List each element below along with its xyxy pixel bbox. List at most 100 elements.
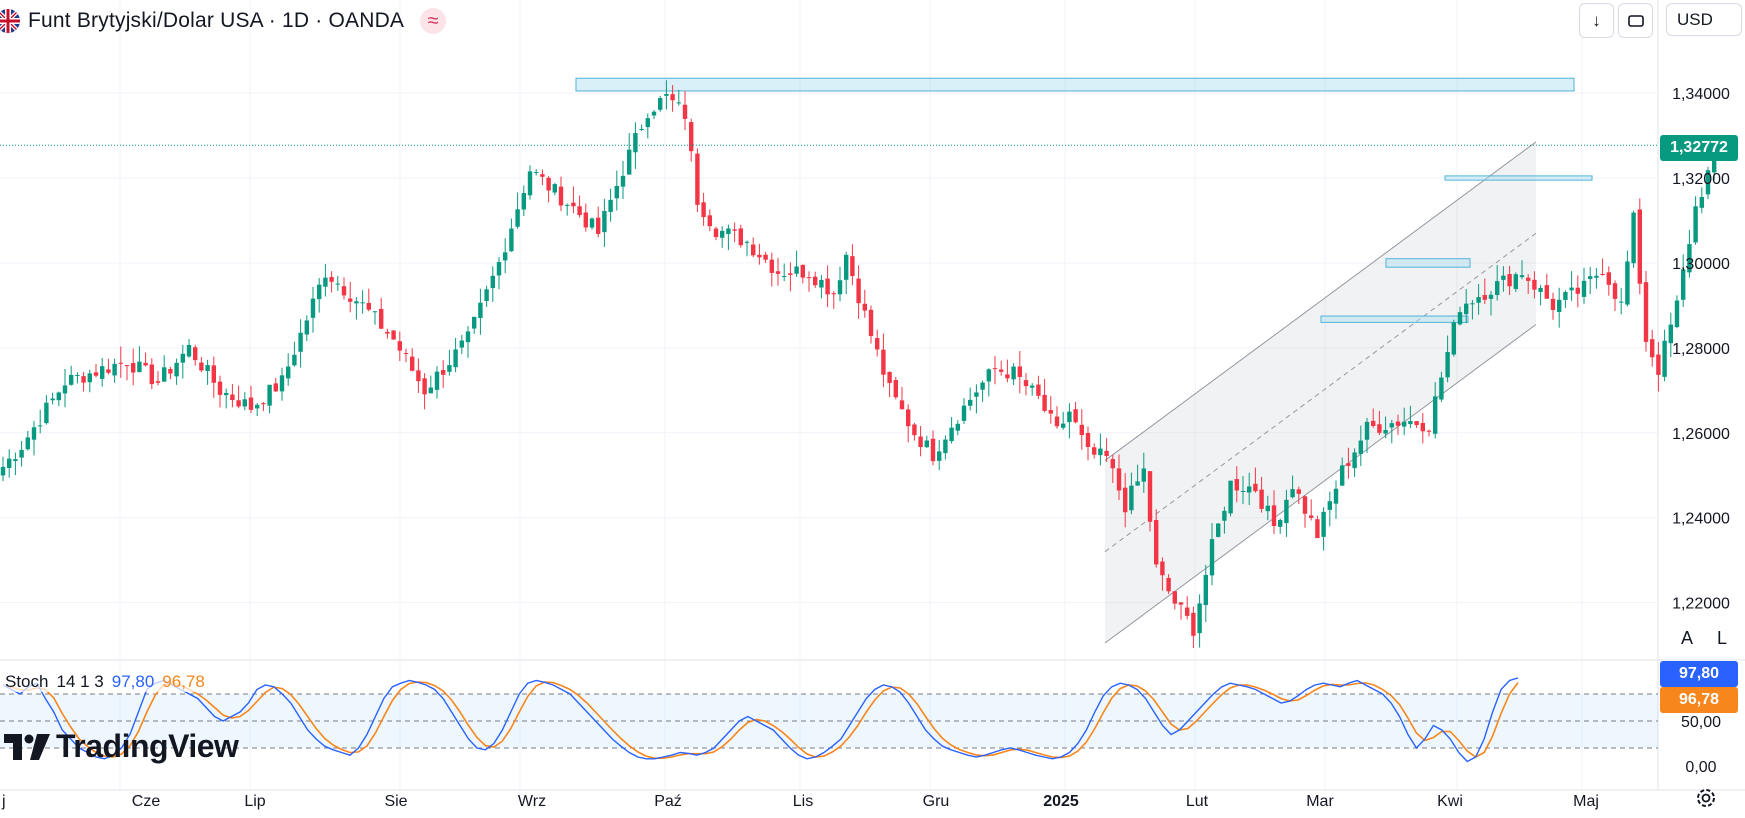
settings-button[interactable] — [1694, 786, 1718, 815]
candle-body — [1346, 463, 1351, 466]
candle-body — [1668, 324, 1673, 344]
fullscreen-button[interactable] — [1618, 3, 1653, 38]
candle-body — [844, 254, 849, 280]
candle-body — [1402, 421, 1407, 427]
candle-body — [137, 361, 142, 373]
gbp-usd-flag-icon — [0, 9, 20, 33]
candle-body — [1371, 420, 1376, 426]
candle-body — [19, 449, 24, 458]
stoch-axis-label: 50,00 — [1681, 714, 1721, 731]
candle-body — [1538, 287, 1543, 292]
candle-body — [912, 424, 917, 436]
stoch-k-line — [2, 677, 1519, 763]
candle-body — [534, 172, 539, 174]
time-axis-label: Paź — [654, 793, 682, 810]
candle-body — [1061, 423, 1066, 428]
candle-body — [1681, 269, 1686, 300]
candle-body — [707, 215, 712, 227]
candle-body — [230, 394, 235, 401]
candle-body — [1600, 274, 1605, 276]
candle-body — [1247, 486, 1252, 493]
candle-body — [856, 278, 861, 304]
candle-body — [286, 366, 291, 379]
candle-body — [1544, 285, 1549, 299]
candle-body — [360, 302, 365, 304]
stoch-params: 14 1 3 — [56, 672, 104, 691]
candle-body — [868, 309, 874, 336]
candle-body — [806, 277, 812, 279]
candle-body — [1476, 297, 1481, 303]
auto-scale-button[interactable]: A — [1673, 624, 1701, 652]
candle-body — [1507, 273, 1512, 287]
gear-icon — [1697, 789, 1715, 807]
candle-body — [546, 177, 551, 191]
candle-body — [589, 218, 595, 228]
candle-body — [453, 349, 458, 368]
candle-body — [689, 122, 694, 152]
currency-selector[interactable]: USD — [1666, 3, 1742, 36]
stoch-d-line — [2, 681, 1519, 760]
candle-body — [112, 363, 117, 376]
time-axis-label: Lip — [244, 793, 265, 810]
candle-body — [639, 128, 644, 130]
candle-body — [261, 403, 266, 405]
candle-body — [1154, 519, 1159, 565]
symbol-header[interactable]: Funt Brytyjski/Dolar USA · 1D · OANDA ≈ — [0, 6, 447, 36]
candle-body — [484, 289, 489, 302]
candle-body — [236, 400, 241, 407]
candle-body — [1656, 354, 1661, 375]
candle-body — [13, 459, 18, 462]
candle-body — [267, 384, 272, 406]
candle-body — [292, 354, 297, 366]
candle-body — [924, 440, 929, 448]
candle-body — [403, 353, 409, 355]
candle-body — [1023, 380, 1029, 387]
candle-body — [478, 302, 483, 319]
download-button[interactable]: ↓ — [1579, 3, 1614, 38]
candle-body — [744, 241, 750, 243]
candle-body — [1327, 501, 1332, 510]
candle-body — [255, 404, 260, 409]
time-axis-label: j — [1, 793, 6, 810]
candle-body — [1594, 275, 1599, 278]
candle-body — [1606, 272, 1611, 285]
candle-body — [1619, 301, 1624, 303]
candle-body — [217, 381, 223, 395]
last-price-tag: 1,32772 — [1660, 135, 1738, 161]
data-status-icon[interactable]: ≈ — [420, 8, 447, 34]
candle-body — [1519, 275, 1525, 278]
candle-body — [1284, 499, 1289, 524]
candle-body — [769, 259, 774, 273]
candle-body — [1216, 523, 1221, 537]
candle-body — [428, 387, 433, 394]
candle-body — [720, 230, 725, 238]
candle-body — [887, 371, 892, 384]
candle-body — [1315, 519, 1320, 539]
price-axis-label: 1,30000 — [1672, 256, 1730, 273]
candle-body — [1030, 385, 1035, 388]
regression-channel — [1105, 141, 1536, 644]
range-top-zone — [1385, 258, 1471, 268]
price-axis-label: 1,26000 — [1672, 426, 1730, 443]
candle-body — [1104, 450, 1109, 456]
candle-body — [602, 210, 607, 233]
candle-body — [992, 368, 998, 370]
stoch-k-value: 97,80 — [111, 672, 155, 691]
fullscreen-icon — [1627, 14, 1644, 27]
candle-body — [490, 275, 495, 289]
candle-body — [304, 320, 309, 335]
stoch-name: Stoch — [5, 672, 49, 691]
stoch-legend[interactable]: Stoch 14 1 3 97,80 96,78 — [2, 672, 208, 692]
candle-body — [1501, 275, 1506, 280]
candle-body — [1358, 440, 1363, 454]
candle-body — [1445, 352, 1450, 378]
candle-body — [131, 362, 136, 373]
stoch-axis-label: 0,00 — [1685, 759, 1716, 776]
tradingview-logo[interactable]: TradingView — [4, 728, 239, 765]
candle-body — [837, 280, 843, 295]
candle-body — [1377, 424, 1382, 433]
log-scale-button[interactable]: L — [1708, 624, 1736, 652]
candle-body — [1563, 292, 1568, 300]
candle-body — [472, 316, 477, 329]
